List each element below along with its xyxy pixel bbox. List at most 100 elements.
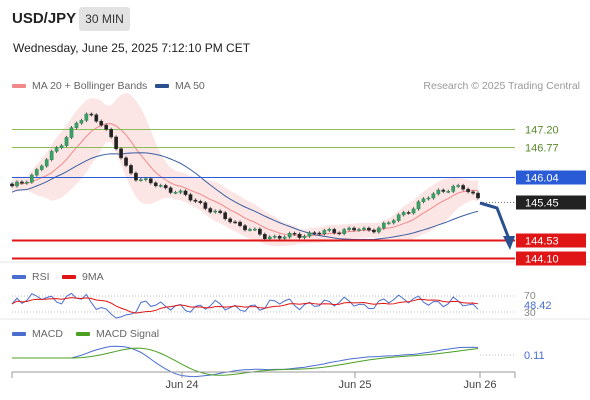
candle-body	[342, 229, 346, 234]
candle-body	[441, 189, 446, 192]
candle-body	[401, 212, 406, 216]
candle-body	[223, 212, 228, 220]
macd-panel: 0.11	[12, 345, 545, 378]
macd-signal-swatch	[76, 332, 90, 336]
level-box-4	[516, 233, 586, 248]
bollinger-band-fill	[12, 92, 478, 247]
x-tick-label-jun24: Jun 24	[165, 379, 198, 391]
legend-macd-signal: MACD Signal	[76, 328, 159, 340]
candle-body	[10, 183, 14, 187]
candle-body	[69, 127, 74, 138]
rsi-panel: 70 30 48.42	[11, 290, 552, 319]
candle-body	[89, 113, 94, 116]
legend-rsi-ma: 9MA	[62, 271, 104, 283]
ma50-line	[11, 152, 479, 240]
rsi-70-label: 70	[524, 290, 536, 302]
candle-body	[238, 221, 242, 226]
legend-macd-signal-label: MACD Signal	[96, 328, 160, 340]
legend-rsi: RSI	[12, 271, 50, 283]
candle-body	[64, 137, 69, 146]
chart-header: USD/JPY 30 MIN Wednesday, June 25, 2025 …	[0, 0, 590, 62]
legend-macd: MACD	[12, 328, 63, 340]
candle-body	[203, 202, 208, 209]
price-levels	[12, 129, 515, 260]
candle-body	[272, 236, 277, 238]
candle-body	[233, 221, 237, 224]
candle-body	[476, 192, 480, 199]
candle-body	[282, 236, 287, 239]
candle-body	[139, 179, 143, 181]
legend-macd-label: MACD	[32, 328, 63, 340]
candle-body	[367, 227, 371, 231]
candle-body	[253, 228, 257, 231]
forecast-arrow	[479, 201, 515, 250]
candle-body	[317, 232, 322, 235]
candle-body	[228, 218, 232, 223]
macd-swatch	[12, 332, 26, 336]
candle-body	[193, 199, 198, 202]
candle-body	[248, 229, 252, 231]
candle-body	[377, 227, 381, 233]
candle-body	[158, 185, 163, 187]
candle-body	[396, 214, 401, 221]
moving-averages	[11, 123, 479, 240]
candle-body	[347, 227, 351, 230]
level-label-5: 144.10	[525, 254, 559, 266]
candle-body	[213, 210, 218, 213]
candle-body	[357, 229, 361, 231]
macd-current-value: 0.11	[524, 350, 545, 362]
candle-body	[431, 193, 436, 199]
candle-body	[178, 190, 183, 193]
level-label-1: 146.77	[525, 143, 559, 155]
candle-body	[322, 230, 327, 234]
rsi-30-label: 30	[524, 307, 536, 319]
candle-body	[15, 181, 19, 187]
legend-rsi-label: RSI	[32, 271, 50, 283]
candle-body	[208, 208, 213, 213]
forecast-arrow-line	[479, 201, 511, 240]
candle-body	[312, 232, 317, 234]
candle-body	[307, 232, 312, 237]
legend-ma50: MA 50	[155, 80, 205, 92]
candle-body	[258, 228, 262, 235]
candle-body	[148, 178, 153, 184]
macd-line	[12, 345, 479, 378]
candle-body	[129, 165, 133, 174]
candle-body	[119, 148, 123, 159]
candle-body	[456, 185, 461, 187]
candle-body	[153, 182, 158, 187]
candle-body	[34, 169, 39, 176]
candle-body	[451, 186, 456, 192]
level-label-0: 147.20	[525, 125, 559, 137]
candle-body	[352, 227, 356, 231]
legend-ma20-label: MA 20 + Bollinger Bands	[32, 80, 148, 92]
ma50-swatch	[155, 84, 169, 88]
legend-ma50-label: MA 50	[175, 80, 205, 92]
rsi-swatch	[12, 275, 26, 279]
candle-body	[277, 236, 282, 239]
candle-body	[243, 225, 247, 231]
macd-signal-line	[12, 347, 479, 376]
candle-body	[109, 129, 113, 138]
candlesticks	[10, 112, 480, 241]
x-axis: Jun 24 Jun 25 Jun 26	[11, 371, 516, 391]
candle-body	[426, 197, 431, 200]
x-tick-label-jun26: Jun 26	[463, 379, 496, 391]
candle-body	[262, 233, 267, 239]
candle-body	[267, 236, 272, 239]
candle-body	[411, 208, 416, 214]
candle-body	[446, 191, 451, 193]
timeframe-button[interactable]: 30 MIN	[79, 7, 130, 31]
candle-body	[144, 178, 148, 180]
level-label-3: 145.45	[525, 198, 559, 210]
candle-body	[20, 181, 24, 184]
legend-rsi-ma-label: 9MA	[82, 271, 104, 283]
candle-body	[79, 120, 84, 124]
candle-body	[84, 113, 89, 121]
candle-body	[461, 185, 465, 190]
candle-body	[297, 233, 302, 238]
candle-body	[94, 114, 99, 122]
candle-body	[337, 232, 342, 235]
candle-body	[381, 222, 386, 229]
